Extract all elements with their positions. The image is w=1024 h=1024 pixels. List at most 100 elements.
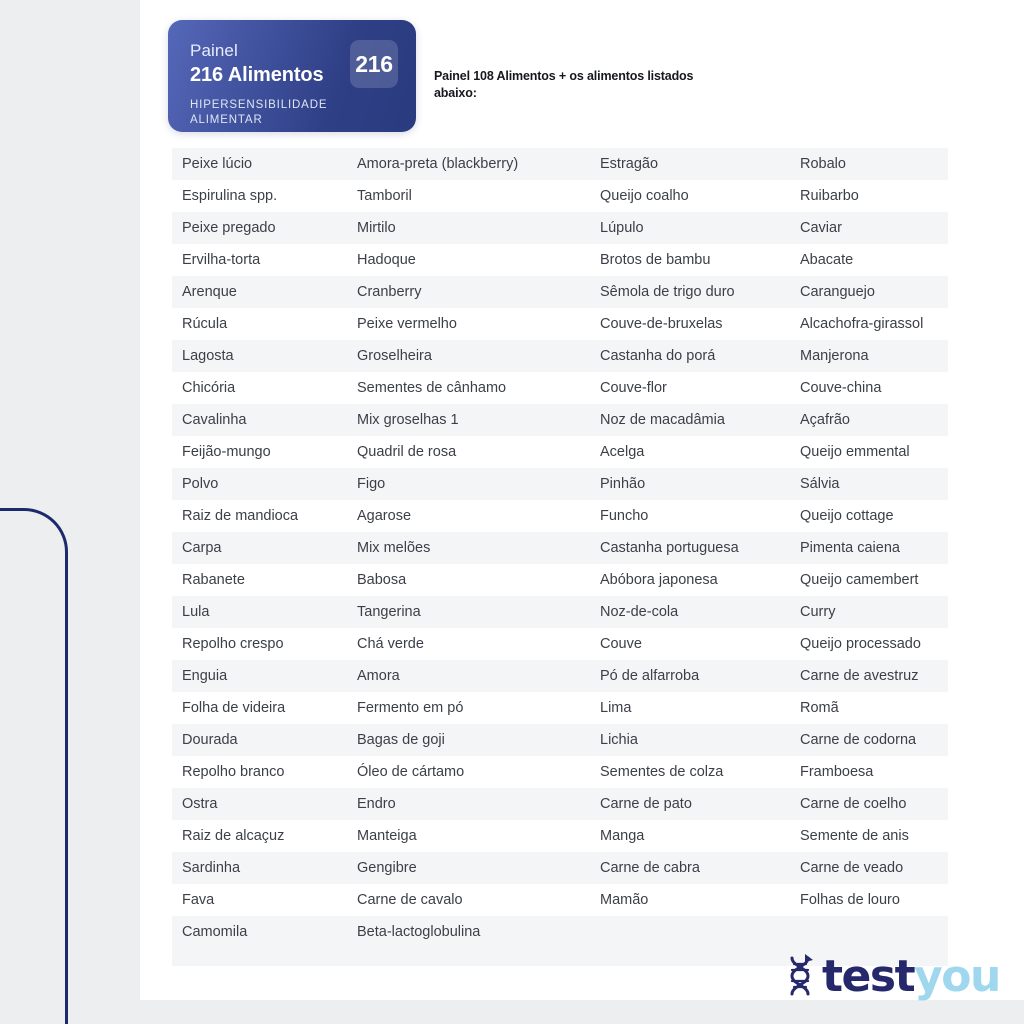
panel-card-title: 216 Alimentos: [190, 64, 324, 86]
table-cell: Óleo de cártamo: [347, 756, 590, 788]
table-cell: Caviar: [790, 212, 948, 244]
table-row: Ervilha-torta Hadoque Brotos de bambu Abaca…: [172, 244, 948, 276]
panel-card-kicker: Painel: [190, 41, 238, 60]
table-cell: Arenque: [172, 276, 347, 308]
table-cell: Figo: [347, 468, 590, 500]
table-row: Chicória Sementes de cânhamo Couve-flor Cou…: [172, 372, 948, 404]
table-row: Lagosta Groselheira Castanha do porá Manjer…: [172, 340, 948, 372]
table-cell: Lagosta: [172, 340, 347, 372]
table-cell: Manteiga: [347, 820, 590, 852]
table-cell: Carne de pato: [590, 788, 790, 820]
table-cell: Mix groselhas 1: [347, 404, 590, 436]
logo-text-you: you: [914, 950, 1001, 1002]
table-cell: Curry: [790, 596, 948, 628]
table-row: Rabanete Babosa Abóbora japonesa Queijo cam…: [172, 564, 948, 596]
table-cell: Mix melões: [347, 532, 590, 564]
table-cell: Funcho: [590, 500, 790, 532]
table-cell: Cavalinha: [172, 404, 347, 436]
table-cell: Babosa: [347, 564, 590, 596]
table-row: Folha de videira Fermento em pó Lima Romã: [172, 692, 948, 724]
table-bottom-filler: [172, 948, 948, 966]
table-cell: Carne de coelho: [790, 788, 948, 820]
table-cell: Chá verde: [347, 628, 590, 660]
table-cell: Noz-de-cola: [590, 596, 790, 628]
table-row: Repolho crespo Chá verde Couve Queijo proce…: [172, 628, 948, 660]
table-cell: Pinhão: [590, 468, 790, 500]
table-cell: Raiz de mandioca: [172, 500, 347, 532]
table-cell: Folhas de louro: [790, 884, 948, 916]
table-cell: Polvo: [172, 468, 347, 500]
testyou-logo: testyou: [782, 950, 1001, 1002]
table-cell: Mamão: [590, 884, 790, 916]
table-cell: Lúpulo: [590, 212, 790, 244]
table-cell: Queijo coalho: [590, 180, 790, 212]
table-row: Dourada Bagas de goji Lichia Carne de codor…: [172, 724, 948, 756]
table-cell: Cranberry: [347, 276, 590, 308]
table-cell: Noz de macadâmia: [590, 404, 790, 436]
table-cell: Amora-preta (blackberry): [347, 148, 590, 180]
table-row: Feijão-mungo Quadril de rosa Acelga Queijo …: [172, 436, 948, 468]
table-cell: Hadoque: [347, 244, 590, 276]
dna-helix-icon: [782, 952, 820, 1001]
table-cell: Endro: [347, 788, 590, 820]
table-cell: Queijo emmental: [790, 436, 948, 468]
table-row: Cavalinha Mix groselhas 1 Noz de macadâmia…: [172, 404, 948, 436]
panel-card-subtitle: HIPERSENSIBILIDADE ALIMENTAR: [190, 99, 328, 126]
table-cell: Chicória: [172, 372, 347, 404]
table-row: Carpa Mix melões Castanha portuguesa Piment…: [172, 532, 948, 564]
table-cell: Rúcula: [172, 308, 347, 340]
table-cell: Carne de veado: [790, 852, 948, 884]
food-list-table-body: Peixe lúcio Amora-preta (blackberry) Estra…: [172, 148, 948, 948]
table-row: Peixe pregado Mirtilo Lúpulo Caviar: [172, 212, 948, 244]
table-cell: Queijo processado: [790, 628, 948, 660]
table-row: Espirulina spp. Tamboril Queijo coalho Ruib…: [172, 180, 948, 212]
table-cell: Queijo cottage: [790, 500, 948, 532]
table-cell: Lichia: [590, 724, 790, 756]
table-cell: Couve-de-bruxelas: [590, 308, 790, 340]
table-cell: Sardinha: [172, 852, 347, 884]
table-cell: Dourada: [172, 724, 347, 756]
table-cell: Acelga: [590, 436, 790, 468]
table-row: Camomila Beta-lactoglobulina: [172, 916, 948, 948]
table-row: Polvo Figo Pinhão Sálvia: [172, 468, 948, 500]
table-cell: Açafrão: [790, 404, 948, 436]
panel-summary-card: Painel 216 Alimentos HIPERSENSIBILIDADE …: [168, 20, 416, 132]
table-cell: Manga: [590, 820, 790, 852]
table-cell: Couve-flor: [590, 372, 790, 404]
table-cell: Agarose: [347, 500, 590, 532]
table-cell: Raiz de alcaçuz: [172, 820, 347, 852]
table-cell: Sementes de colza: [590, 756, 790, 788]
table-cell: Tamboril: [347, 180, 590, 212]
table-cell: Carne de cabra: [590, 852, 790, 884]
table-cell: Peixe vermelho: [347, 308, 590, 340]
table-cell: Estragão: [590, 148, 790, 180]
table-row: Raiz de alcaçuz Manteiga Manga Semente de a…: [172, 820, 948, 852]
table-row: Lula Tangerina Noz-de-cola Curry: [172, 596, 948, 628]
header-section: Painel 216 Alimentos HIPERSENSIBILIDADE …: [168, 20, 968, 132]
panel-count-badge: 216: [350, 40, 398, 88]
table-cell: Feijão-mungo: [172, 436, 347, 468]
table-cell: Beta-lactoglobulina: [347, 916, 590, 948]
table-cell: Couve: [590, 628, 790, 660]
table-row: Arenque Cranberry Sêmola de trigo duro Cara…: [172, 276, 948, 308]
table-row: Peixe lúcio Amora-preta (blackberry) Estra…: [172, 148, 948, 180]
table-cell: [790, 916, 948, 948]
table-cell: Tangerina: [347, 596, 590, 628]
table-row: Sardinha Gengibre Carne de cabra Carne de v…: [172, 852, 948, 884]
table-cell: Folha de videira: [172, 692, 347, 724]
table-cell: Manjerona: [790, 340, 948, 372]
table-cell: Enguia: [172, 660, 347, 692]
table-row: Repolho branco Óleo de cártamo Sementes de…: [172, 756, 948, 788]
table-cell: Castanha portuguesa: [590, 532, 790, 564]
table-cell: Castanha do porá: [590, 340, 790, 372]
table-cell: Gengibre: [347, 852, 590, 884]
table-cell: Carne de avestruz: [790, 660, 948, 692]
logo-text-test: test: [822, 950, 916, 1002]
table-cell: Repolho crespo: [172, 628, 347, 660]
table-cell: Romã: [790, 692, 948, 724]
table-cell: [590, 916, 790, 948]
panel-description-note: Painel 108 Alimentos + os alimentos list…: [434, 69, 694, 100]
table-cell: Abacate: [790, 244, 948, 276]
table-cell: Bagas de goji: [347, 724, 590, 756]
table-cell: Camomila: [172, 916, 347, 948]
